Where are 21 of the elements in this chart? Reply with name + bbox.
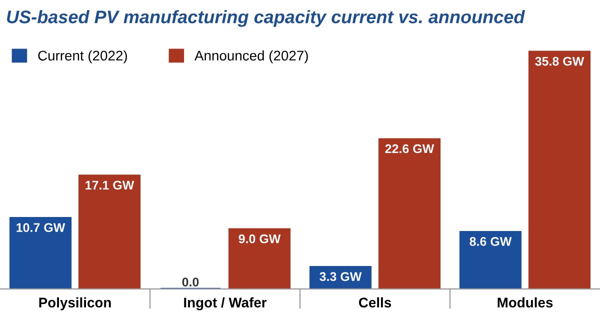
x-tick-label: Modules <box>498 297 553 308</box>
data-label: 35.8 GW <box>535 56 584 66</box>
legend-label: Current (2022) <box>38 50 127 64</box>
x-tick-label: Cells <box>358 297 392 308</box>
data-label: 22.6 GW <box>385 144 434 154</box>
bar <box>459 230 522 289</box>
bar <box>228 228 291 289</box>
bar <box>528 50 591 289</box>
data-label: 8.6 GW <box>470 237 512 246</box>
data-label: 10.7 GW <box>16 223 66 232</box>
legend-label: Announced (2027) <box>194 50 308 64</box>
data-label: 9.0 GW <box>238 234 281 244</box>
bar <box>9 217 72 289</box>
chart-title: US-based PV manufacturing capacity current vs. announced <box>7 10 526 27</box>
bar <box>378 138 441 289</box>
data-label: 3.3 GW <box>320 272 362 282</box>
data-label: 0.0 <box>182 278 199 286</box>
data-label: 17.1 GW <box>86 180 134 190</box>
x-tick-label: Polysilicon <box>39 297 111 310</box>
bar <box>78 174 141 289</box>
x-tick-label: Ingot / Wafer <box>184 297 267 310</box>
